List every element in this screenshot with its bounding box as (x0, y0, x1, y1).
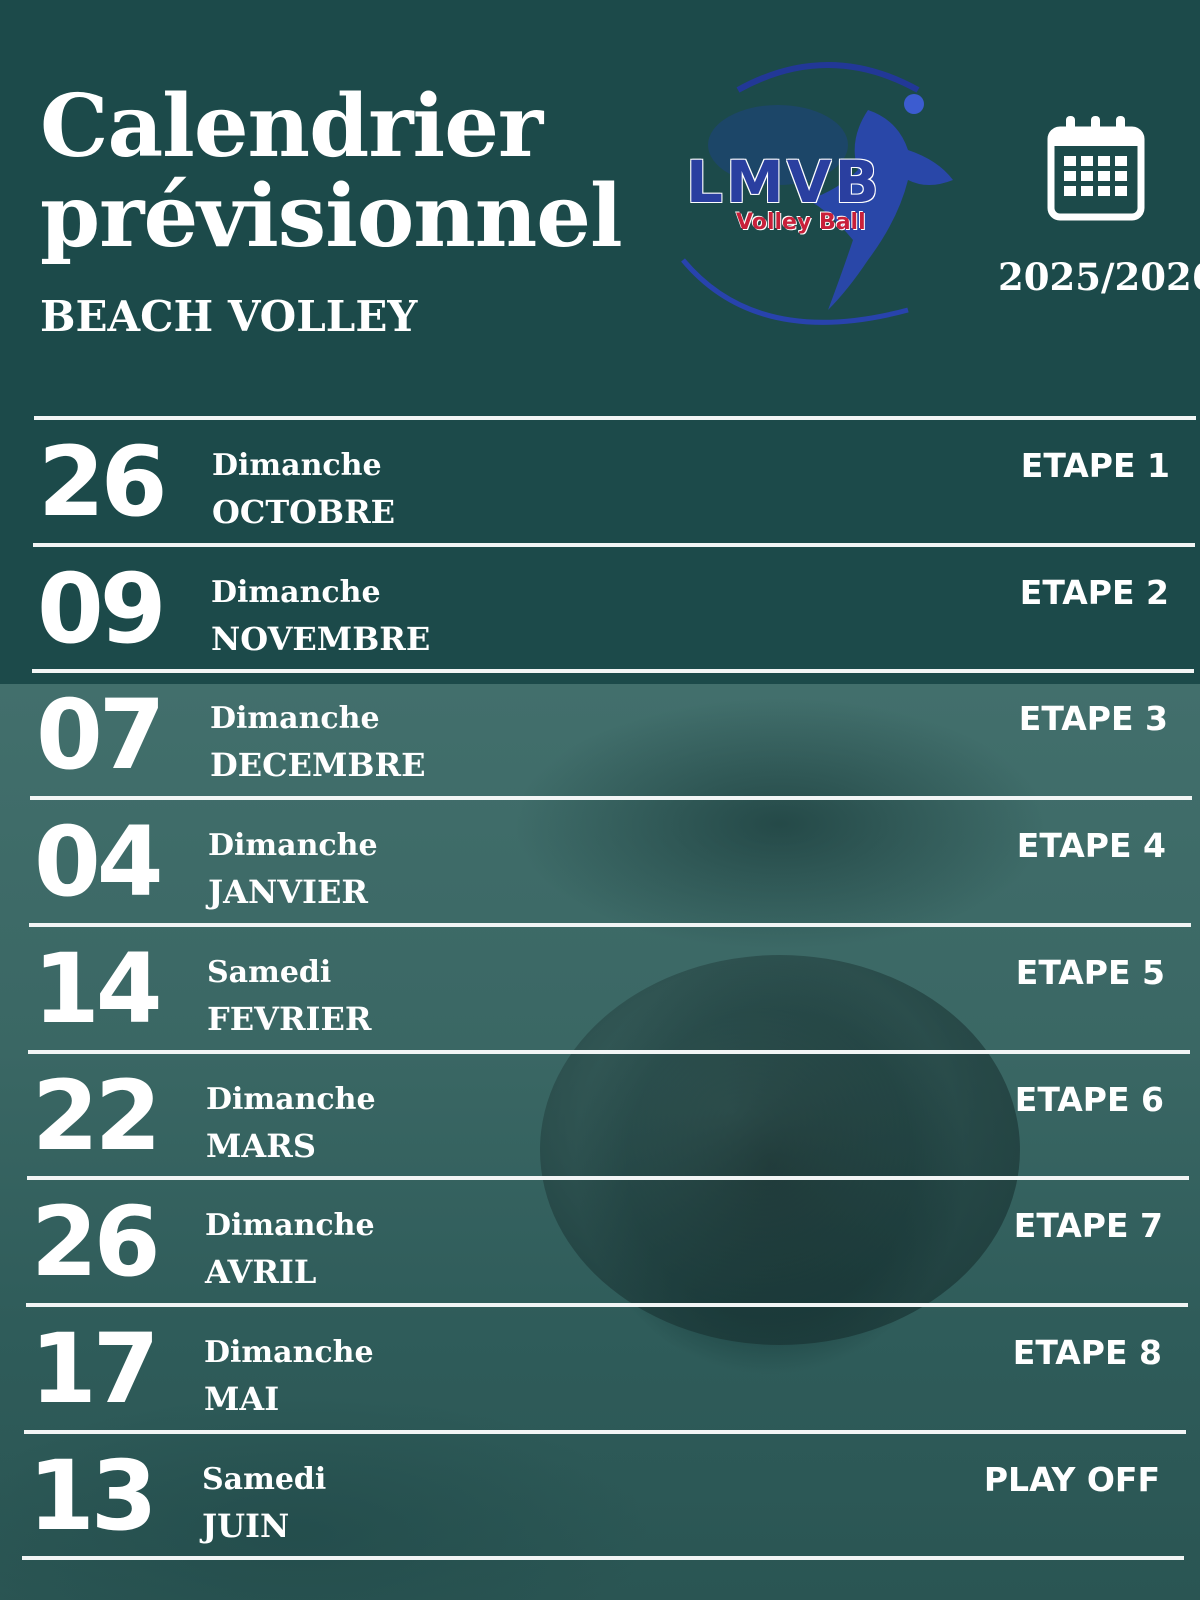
row-divider (29, 923, 1191, 927)
lmvb-logo (681, 62, 953, 325)
event-day-number: 04 (34, 806, 164, 918)
event-weekday: Samedi (202, 1462, 327, 1497)
calendar-icon (1047, 116, 1145, 221)
event-month: AVRIL (205, 1253, 317, 1291)
row-divider (28, 1050, 1190, 1054)
event-month: JANVIER (208, 873, 368, 911)
event-month: MAI (204, 1380, 280, 1418)
row-divider (27, 1176, 1189, 1180)
season-label: 2025/2026 (998, 255, 1200, 299)
title-line-1: Calendrier (40, 76, 543, 177)
event-stage: ETAPE 1 (1020, 446, 1170, 485)
event-row: 22 Dimanche MARS ETAPE 6 (0, 1056, 1200, 1182)
event-day-number: 09 (37, 553, 167, 665)
row-divider (26, 1303, 1188, 1307)
event-weekday: Dimanche (211, 575, 381, 610)
event-day-number: 26 (38, 426, 168, 538)
event-month: OCTOBRE (212, 493, 396, 531)
page-subtitle: BEACH VOLLEY (40, 292, 418, 341)
row-divider (24, 1430, 1186, 1434)
event-month: DECEMBRE (210, 746, 426, 784)
row-divider (33, 543, 1195, 547)
event-day-number: 14 (33, 933, 163, 1045)
event-row: 26 Dimanche AVRIL ETAPE 7 (0, 1182, 1200, 1308)
page-title: Calendrier prévisionnel (40, 76, 623, 267)
event-stage: ETAPE 6 (1014, 1080, 1164, 1119)
event-row: 26 Dimanche OCTOBRE ETAPE 1 (0, 422, 1200, 548)
event-stage: ETAPE 5 (1015, 953, 1165, 992)
event-stage: ETAPE 8 (1012, 1333, 1162, 1372)
event-row: 14 Samedi FEVRIER ETAPE 5 (0, 929, 1200, 1055)
event-month: FEVRIER (207, 1000, 372, 1038)
event-row: 04 Dimanche JANVIER ETAPE 4 (0, 802, 1200, 928)
event-weekday: Dimanche (212, 448, 382, 483)
event-stage: ETAPE 4 (1016, 826, 1166, 865)
volleyball-image (540, 955, 1020, 1345)
event-stage: ETAPE 7 (1013, 1206, 1163, 1245)
event-day-number: 07 (36, 679, 166, 791)
header: Calendrier prévisionnel BEACH VOLLEY LMV… (0, 0, 1200, 410)
event-weekday: Dimanche (205, 1208, 375, 1243)
event-month: MARS (206, 1127, 316, 1165)
event-day-number: 13 (28, 1440, 158, 1552)
logo-main-text: LMVB (686, 148, 882, 216)
event-day-number: 22 (32, 1060, 162, 1172)
event-month: JUIN (202, 1507, 290, 1545)
event-stage: PLAY OFF (983, 1460, 1160, 1499)
event-weekday: Dimanche (210, 701, 380, 736)
logo-sub-text: Volley Ball (736, 210, 866, 235)
event-weekday: Dimanche (206, 1082, 376, 1117)
event-stage: ETAPE 3 (1018, 699, 1168, 738)
event-weekday: Dimanche (208, 828, 378, 863)
event-row: 07 Dimanche DECEMBRE ETAPE 3 (0, 675, 1200, 801)
row-divider (30, 796, 1192, 800)
event-day-number: 26 (31, 1186, 161, 1298)
title-line-2: prévisionnel (40, 166, 623, 267)
row-divider (22, 1556, 1184, 1560)
event-weekday: Dimanche (204, 1335, 374, 1370)
event-row: 13 Samedi JUIN PLAY OFF (0, 1436, 1200, 1562)
event-weekday: Samedi (207, 955, 332, 990)
event-day-number: 17 (30, 1313, 160, 1425)
event-row: 17 Dimanche MAI ETAPE 8 (0, 1309, 1200, 1435)
event-row: 09 Dimanche NOVEMBRE ETAPE 2 (0, 549, 1200, 675)
row-divider (34, 416, 1196, 420)
row-divider (32, 669, 1194, 673)
event-month: NOVEMBRE (211, 620, 431, 658)
event-stage: ETAPE 2 (1019, 573, 1169, 612)
